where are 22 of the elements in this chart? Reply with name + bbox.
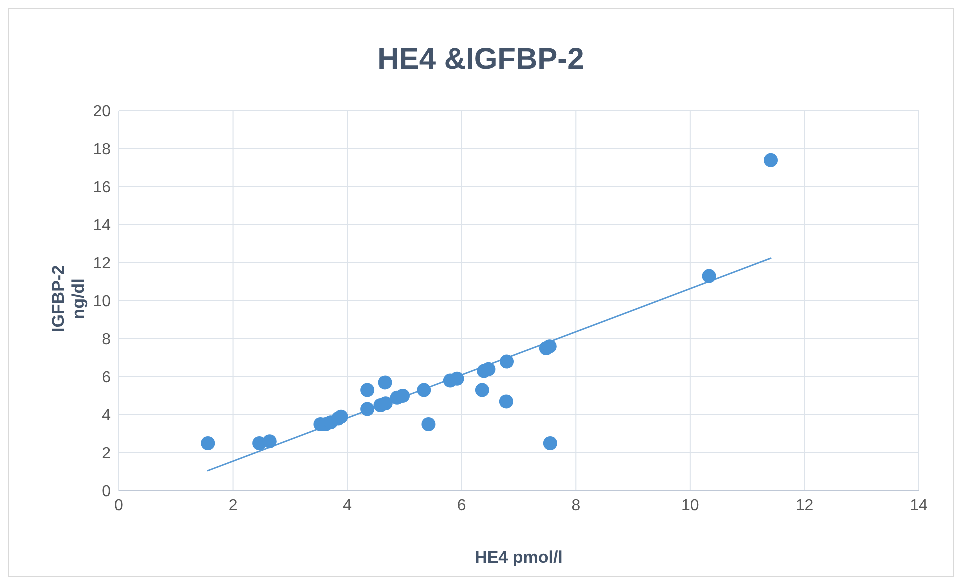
x-tick-label: 8 bbox=[572, 497, 581, 514]
y-tick-label: 6 bbox=[102, 370, 112, 387]
y-axis-title: IGFBP-2 ng/dl bbox=[49, 265, 89, 333]
y-tick-label: 14 bbox=[93, 218, 112, 235]
y-tick-label: 10 bbox=[93, 294, 112, 311]
chart-title: HE4 &IGFBP-2 bbox=[376, 43, 586, 77]
x-tick-label: 14 bbox=[910, 497, 928, 514]
y-tick-label: 12 bbox=[93, 256, 112, 273]
x-tick-label: 4 bbox=[343, 497, 352, 514]
y-tick-label: 2 bbox=[102, 446, 112, 463]
x-tick-label: 2 bbox=[228, 497, 238, 514]
y-tick-label: 16 bbox=[93, 180, 112, 197]
x-tick-label: 0 bbox=[114, 497, 124, 514]
x-tick-label: 6 bbox=[457, 497, 466, 514]
x-tick-label: 12 bbox=[796, 497, 814, 514]
x-tick-label: 10 bbox=[682, 497, 700, 514]
y-tick-label: 0 bbox=[102, 484, 112, 501]
y-tick-label: 20 bbox=[93, 104, 112, 121]
x-axis-title: HE4 pmol/l bbox=[475, 548, 563, 567]
y-tick-label: 8 bbox=[102, 332, 112, 349]
y-tick-label: 4 bbox=[102, 408, 112, 425]
y-tick-label: 18 bbox=[93, 142, 112, 159]
